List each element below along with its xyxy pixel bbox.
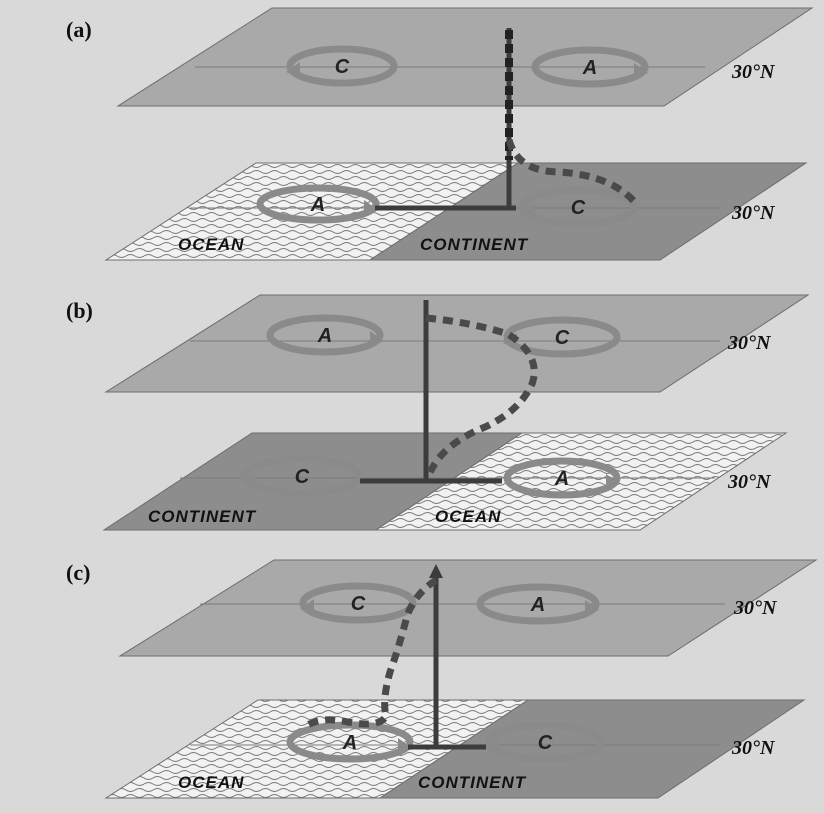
circulation-ring — [476, 583, 600, 625]
surface-label-ocean: OCEAN — [178, 235, 244, 254]
circulation-ring — [518, 186, 638, 228]
ring-arrow-icon — [370, 331, 384, 347]
cell-label: A — [342, 732, 357, 754]
ring-arrow-icon — [585, 600, 599, 616]
cell-label: A — [582, 57, 597, 79]
tilted-axis-dashed — [424, 314, 538, 480]
latitude-label: 30°N — [727, 332, 772, 354]
ring-arrow-icon — [364, 200, 378, 216]
cell-label: A — [530, 594, 545, 616]
panel-b: (b) A C 30°N C A CONTINENT OCEAN 30°N — [66, 294, 810, 531]
ring-arrow-icon — [242, 472, 256, 488]
surface-label-ocean: OCEAN — [435, 507, 501, 526]
ring-arrow-icon — [634, 63, 648, 79]
circulation-ring — [485, 721, 605, 763]
ring-arrow-icon — [398, 738, 412, 754]
ring-arrow-icon — [606, 474, 620, 490]
ring-arrow-icon — [286, 62, 300, 78]
latitude-label: 30°N — [731, 61, 776, 83]
surface-label-continent: CONTINENT — [148, 507, 257, 526]
continent-surface — [368, 162, 808, 261]
cell-label: A — [310, 194, 325, 216]
circulation-ring — [266, 314, 384, 356]
latitude-label: 30°N — [733, 597, 778, 619]
panel-label: (a) — [66, 17, 92, 42]
cell-label: A — [317, 325, 332, 347]
panel-label: (b) — [66, 298, 93, 323]
circulation-ring — [240, 455, 364, 497]
cell-label: C — [571, 197, 586, 219]
cell-label: C — [335, 56, 350, 78]
upper-plane — [116, 7, 814, 107]
circulation-ring — [531, 46, 649, 88]
circulation-ring — [286, 45, 398, 87]
latitude-label: 30°N — [731, 202, 776, 224]
circulation-ring — [299, 582, 417, 624]
tilted-axis-dashed — [505, 138, 641, 209]
cell-label: C — [351, 593, 366, 615]
axis-arrowhead-icon — [429, 564, 443, 578]
circulation-ring — [503, 457, 621, 499]
upper-plane — [118, 559, 818, 657]
latitude-label: 30°N — [731, 737, 776, 759]
surface-label-continent: CONTINENT — [418, 773, 527, 792]
ring-arrow-icon — [486, 738, 500, 754]
circulation-ring — [256, 184, 380, 224]
ocean-surface — [374, 432, 788, 531]
panel-c: (c) C A 30°N A C OCEAN CONTINENT 30°N — [66, 559, 818, 799]
upper-plane — [104, 294, 810, 393]
panel-label: (c) — [66, 560, 90, 585]
cell-label: C — [295, 466, 310, 488]
circulation-ring — [503, 316, 621, 358]
ring-arrow-icon — [300, 599, 314, 615]
panel-a: (a) C A 30°N A C OCEAN CONTINENT 30°N — [66, 7, 814, 261]
ring-arrow-icon — [520, 203, 534, 219]
latitude-label: 30°N — [727, 471, 772, 493]
surface-label-ocean: OCEAN — [178, 773, 244, 792]
cell-label: C — [555, 327, 570, 349]
cell-label: A — [554, 468, 569, 490]
surface-label-continent: CONTINENT — [420, 235, 529, 254]
cell-label: C — [538, 732, 553, 754]
tilted-axis-dashed — [304, 577, 439, 730]
